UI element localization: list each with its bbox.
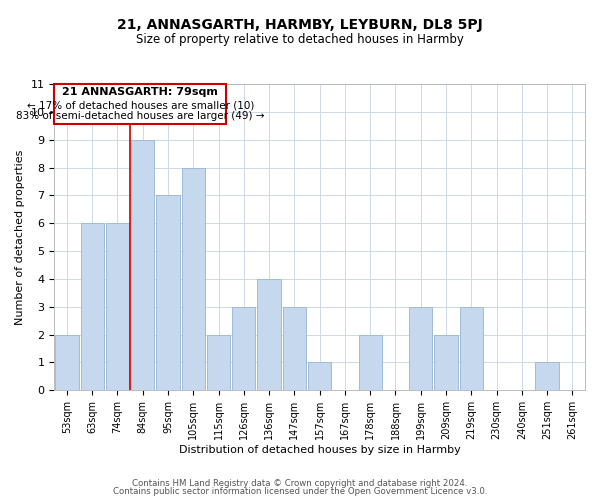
Bar bbox=[106, 223, 129, 390]
Bar bbox=[232, 307, 256, 390]
Bar bbox=[308, 362, 331, 390]
Text: ← 17% of detached houses are smaller (10): ← 17% of detached houses are smaller (10… bbox=[26, 100, 254, 110]
X-axis label: Distribution of detached houses by size in Harmby: Distribution of detached houses by size … bbox=[179, 445, 461, 455]
Bar bbox=[80, 223, 104, 390]
Bar bbox=[257, 279, 281, 390]
Text: Size of property relative to detached houses in Harmby: Size of property relative to detached ho… bbox=[136, 32, 464, 46]
Bar bbox=[359, 334, 382, 390]
Bar bbox=[283, 307, 306, 390]
Bar bbox=[182, 168, 205, 390]
Y-axis label: Number of detached properties: Number of detached properties bbox=[15, 150, 25, 325]
Bar bbox=[409, 307, 433, 390]
Bar bbox=[207, 334, 230, 390]
Bar bbox=[535, 362, 559, 390]
Text: 21, ANNASGARTH, HARMBY, LEYBURN, DL8 5PJ: 21, ANNASGARTH, HARMBY, LEYBURN, DL8 5PJ bbox=[117, 18, 483, 32]
Bar bbox=[157, 196, 179, 390]
Bar bbox=[131, 140, 154, 390]
Bar bbox=[55, 334, 79, 390]
Text: 21 ANNASGARTH: 79sqm: 21 ANNASGARTH: 79sqm bbox=[62, 87, 218, 97]
Text: 83% of semi-detached houses are larger (49) →: 83% of semi-detached houses are larger (… bbox=[16, 112, 265, 122]
FancyBboxPatch shape bbox=[54, 84, 226, 124]
Bar bbox=[434, 334, 458, 390]
Text: Contains public sector information licensed under the Open Government Licence v3: Contains public sector information licen… bbox=[113, 487, 487, 496]
Text: Contains HM Land Registry data © Crown copyright and database right 2024.: Contains HM Land Registry data © Crown c… bbox=[132, 478, 468, 488]
Bar bbox=[460, 307, 483, 390]
